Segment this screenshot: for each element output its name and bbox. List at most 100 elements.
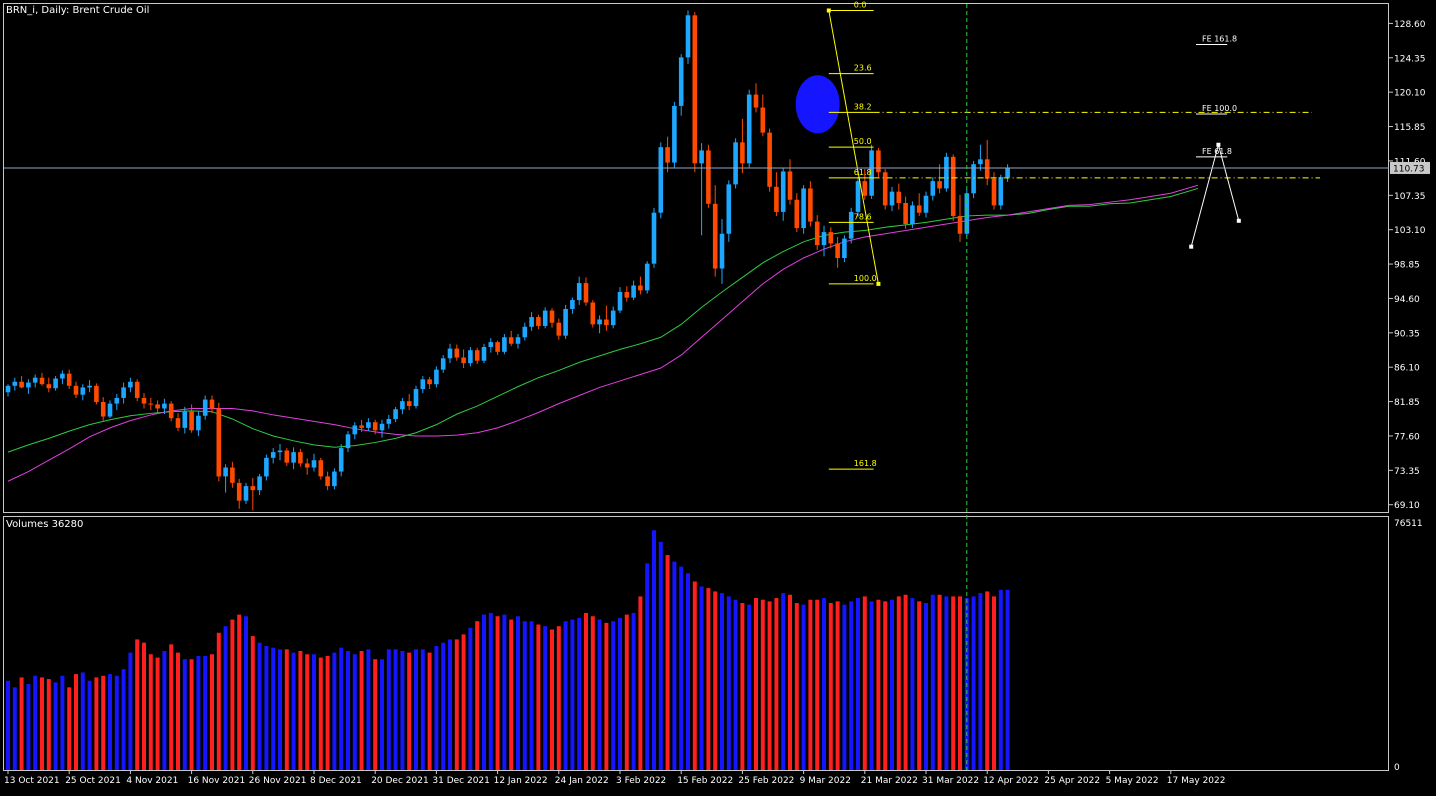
candle-body <box>461 357 466 364</box>
candle-body <box>957 215 963 234</box>
time-tick-label: 12 Jan 2022 <box>494 776 548 786</box>
candle-body <box>665 147 670 163</box>
volume-bar <box>556 626 561 770</box>
volume-bar <box>910 598 915 770</box>
volume-bar <box>781 593 786 770</box>
volume-tick-label: 76511 <box>1394 519 1423 529</box>
candle-body <box>434 369 439 385</box>
volume-bar <box>441 642 446 770</box>
candle-body <box>814 221 820 246</box>
price-tick-label: 94.60 <box>1394 295 1420 305</box>
fibo-expansion-label: FE 161.8 <box>1202 34 1237 43</box>
volume-bar <box>720 593 724 770</box>
fibo-expansion-anchor[interactable] <box>1216 142 1221 147</box>
fibo-level-label: 61.8 <box>854 168 872 177</box>
candle-body <box>345 434 351 449</box>
fibo-anchor-top[interactable] <box>826 8 831 13</box>
volume-bar <box>584 612 588 770</box>
volume-bar <box>937 594 942 770</box>
candle-body <box>631 285 636 298</box>
volume-bar <box>638 596 643 770</box>
volume-bar <box>325 655 330 770</box>
volume-bar <box>808 599 813 770</box>
candle-body <box>964 193 970 234</box>
volume-bar <box>318 657 323 770</box>
volume-bar <box>856 598 860 770</box>
candle-body <box>570 300 575 309</box>
volume-bar <box>883 601 888 770</box>
volume-bar <box>631 612 636 770</box>
fibo-level-label: 161.8 <box>854 459 877 468</box>
candle-body <box>189 411 194 431</box>
candle-body <box>406 401 412 407</box>
candle-body <box>502 337 507 352</box>
volume-bar <box>121 669 126 770</box>
volume-bar <box>767 601 772 770</box>
candle-body <box>284 450 290 463</box>
candle-body <box>216 408 222 477</box>
candle-body <box>243 486 249 501</box>
volume-bar <box>393 649 398 770</box>
time-tick-label: 4 Nov 2021 <box>126 776 178 786</box>
candle-body <box>522 326 528 338</box>
volume-bar <box>822 598 826 770</box>
fibonacci-retracement[interactable]: 0.0 23.6 38.2 50.0 61.8 78.6 100.0 161.8 FE 161.… <box>826 0 1320 470</box>
volume-bar <box>733 599 738 770</box>
volume-bar <box>352 654 357 770</box>
candle-body <box>719 233 725 269</box>
candle-body <box>175 418 181 428</box>
volume-bar <box>536 624 541 770</box>
candle-body <box>468 350 473 364</box>
volume-bar <box>692 581 697 770</box>
volume-bar <box>794 603 799 770</box>
time-tick-label: 25 Apr 2022 <box>1044 776 1100 786</box>
fibo-trend-line[interactable] <box>828 10 879 284</box>
candle-body <box>447 348 453 359</box>
volume-bar <box>346 650 350 770</box>
volume-bar <box>482 614 486 770</box>
price-tick-label: 69.10 <box>1394 501 1420 511</box>
candle-body <box>19 381 24 388</box>
candle-body <box>291 452 296 463</box>
volume-bar <box>597 619 602 770</box>
volume-bar <box>386 649 391 770</box>
time-tick-label: 16 Nov 2021 <box>188 776 246 786</box>
volume-bar <box>652 530 656 770</box>
candle-body <box>121 387 126 398</box>
volume-bar <box>216 632 221 770</box>
volume-bar <box>223 626 228 770</box>
volume-bar <box>142 642 146 770</box>
volume-bar <box>876 599 881 770</box>
fibo-expansion-anchor[interactable] <box>1189 244 1194 249</box>
volume-bar <box>842 604 847 770</box>
candle-body <box>202 399 208 416</box>
candle-body <box>529 317 534 327</box>
volume-bar <box>958 596 962 770</box>
time-tick-label: 24 Jan 2022 <box>555 776 609 786</box>
candle-body <box>685 15 691 58</box>
time-tick-label: 3 Feb 2022 <box>616 776 666 786</box>
candle-body <box>699 150 704 164</box>
volume-bar <box>414 649 418 770</box>
price-tick-label: 120.10 <box>1394 89 1426 99</box>
price-tick-label: 103.10 <box>1394 226 1426 236</box>
candle-body <box>706 150 711 204</box>
fibo-anchor-bottom[interactable] <box>876 281 881 286</box>
fibo-expansion-anchor[interactable] <box>1236 218 1241 223</box>
candle-body <box>94 385 99 402</box>
candle-body <box>155 404 160 409</box>
candle-body <box>889 191 895 206</box>
price-tick-label: 124.35 <box>1394 54 1426 64</box>
volume-bar <box>672 561 677 770</box>
volume-bar <box>284 649 289 770</box>
volume-bar <box>80 672 85 770</box>
candle-body <box>624 291 630 298</box>
candle-body <box>692 15 698 164</box>
chart-title: BRN_i, Daily: Brent Crude Oil <box>6 5 149 16</box>
candle-body <box>556 322 562 336</box>
candle-body <box>420 379 426 390</box>
candle-body <box>393 409 398 419</box>
candle-body <box>481 346 487 361</box>
